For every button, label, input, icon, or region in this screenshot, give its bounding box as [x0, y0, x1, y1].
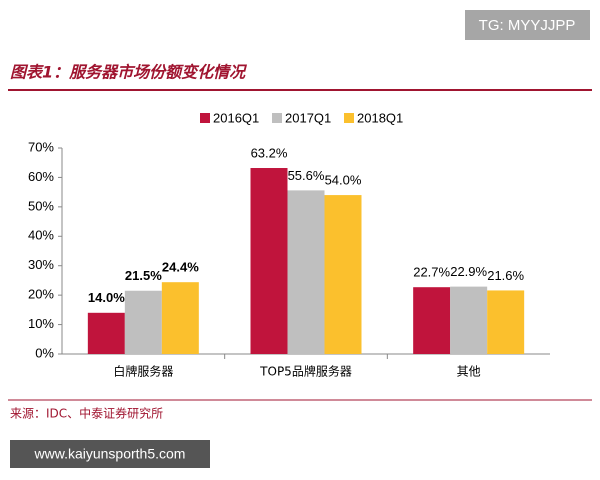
value-label: 63.2%: [251, 145, 288, 160]
bar: [161, 282, 199, 354]
value-label: 21.5%: [125, 268, 162, 283]
legend-label: 2016Q1: [213, 110, 259, 125]
y-tick-label: 40%: [28, 228, 54, 243]
x-tick-label: 白牌服务器: [113, 364, 173, 379]
bar: [87, 312, 125, 354]
x-tick-label: TOP5品牌服务器: [259, 364, 352, 379]
y-tick-label: 60%: [28, 169, 54, 184]
watermark-box: [465, 10, 590, 40]
legend-swatch: [272, 113, 282, 123]
y-tick-label: 50%: [28, 198, 54, 213]
x-tick-label: 其他: [457, 365, 481, 379]
value-label: 24.4%: [162, 260, 199, 275]
bar: [250, 168, 288, 354]
value-label: 22.7%: [413, 265, 450, 280]
bar: [450, 286, 488, 354]
legend-label: 2017Q1: [285, 110, 331, 125]
watermark: TG: MYYJJPP: [479, 17, 576, 34]
source: 来源：IDC、中泰证券研究所: [10, 406, 163, 421]
legend-label: 2018Q1: [357, 110, 403, 125]
legend-swatch: [200, 113, 210, 123]
y-tick-label: 30%: [28, 257, 54, 272]
value-label: 14.0%: [88, 290, 125, 305]
bar: [413, 287, 451, 354]
value-label: 54.0%: [325, 173, 362, 188]
y-tick-label: 70%: [28, 139, 54, 154]
bar: [287, 190, 325, 354]
chart-title: 图表1：服务器市场份额变化情况: [10, 63, 247, 82]
legend-swatch: [344, 113, 354, 123]
bar: [124, 290, 162, 354]
bar: [487, 290, 525, 354]
watermark-box: [10, 440, 210, 468]
value-label: 22.9%: [450, 264, 487, 279]
bar: [324, 195, 362, 354]
value-label: 21.6%: [487, 268, 524, 283]
watermark: www.kaiyunsporth5.com: [34, 446, 186, 462]
y-tick-label: 20%: [28, 287, 54, 302]
y-tick-label: 0%: [35, 345, 54, 360]
y-tick-label: 10%: [28, 316, 54, 331]
value-label: 55.6%: [288, 168, 325, 183]
